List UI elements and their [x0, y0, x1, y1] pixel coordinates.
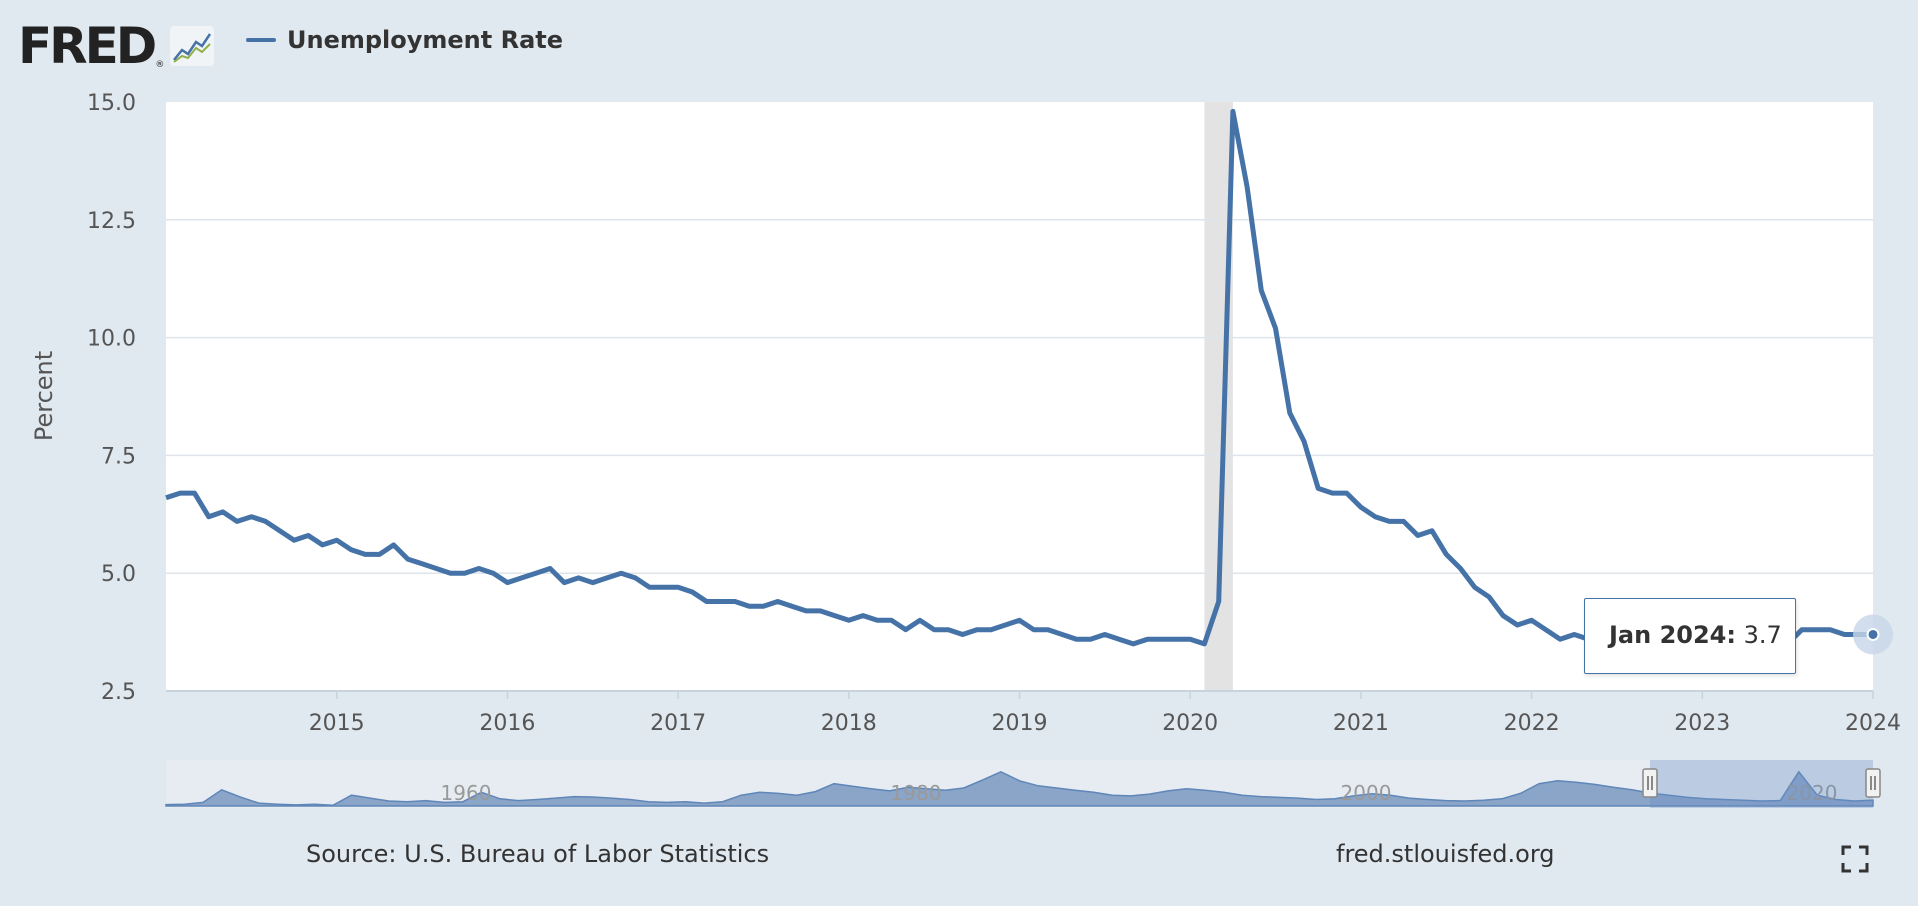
navigator-selection[interactable]	[1650, 760, 1873, 808]
y-tick-label: 10.0	[87, 327, 136, 352]
chart-header: FRED ® Unemployment Rate	[0, 0, 1918, 86]
x-tick-label: 2019	[992, 711, 1048, 736]
x-tick-label: 2023	[1674, 711, 1730, 736]
highlight-point[interactable]	[1866, 627, 1880, 641]
x-tick-label: 2021	[1333, 711, 1389, 736]
navigator-year-label: 2000	[1341, 781, 1392, 805]
y-tick-label: 15.0	[87, 91, 136, 116]
graph-icon	[170, 26, 215, 66]
navigator-right-handle[interactable]	[1865, 768, 1881, 798]
navigator-area	[165, 770, 1874, 807]
navigator-year-label: 1980	[891, 781, 942, 805]
navigator-left-handle[interactable]	[1642, 768, 1658, 798]
navigator-year-label: 2020	[1787, 781, 1838, 805]
x-tick-label: 2016	[479, 711, 535, 736]
fullscreen-icon[interactable]	[1840, 844, 1870, 874]
legend-series-label: Unemployment Rate	[287, 26, 564, 54]
tooltip-date: Jan 2024:	[1609, 621, 1736, 649]
navigator-year-label: 1960	[441, 781, 492, 805]
y-tick-label: 12.5	[87, 209, 136, 234]
x-tick-label: 2024	[1845, 711, 1901, 736]
source-note: Source: U.S. Bureau of Labor Statistics	[306, 840, 770, 868]
tooltip-value: 3.7	[1743, 621, 1782, 649]
fred-logo-text: FRED	[18, 17, 157, 75]
plot-area	[166, 102, 1873, 691]
site-link[interactable]: fred.stlouisfed.org	[1336, 840, 1555, 868]
y-axis-label: Percent	[30, 351, 58, 441]
x-axis-ticks: 2015 2016 2017 2018 2019 2020 2021 2022 2023 2024	[309, 691, 1901, 736]
y-tick-label: 7.5	[101, 444, 136, 469]
navigator-labels: 1960 1980 2000 2020	[441, 781, 1838, 805]
y-tick-label: 2.5	[101, 680, 136, 705]
legend[interactable]: Unemployment Rate	[246, 26, 563, 54]
y-axis-ticks: 2.5 5.0 7.5 10.0 12.5 15.0	[87, 91, 136, 705]
x-tick-label: 2017	[650, 711, 706, 736]
x-tick-label: 2020	[1162, 711, 1218, 736]
legend-line-swatch	[246, 38, 276, 42]
hover-marker-layer	[1853, 614, 1893, 655]
y-tick-label: 5.0	[101, 562, 136, 587]
x-tick-label: 2018	[821, 711, 877, 736]
range-navigator[interactable]: 1960 1980 2000 2020	[165, 760, 1881, 808]
x-tick-label: 2022	[1504, 711, 1560, 736]
data-tooltip: Jan 2024: 3.7	[1584, 598, 1796, 674]
fred-logo[interactable]: FRED ®	[18, 16, 215, 76]
registered-mark: ®	[155, 60, 165, 70]
x-tick-label: 2015	[309, 711, 365, 736]
